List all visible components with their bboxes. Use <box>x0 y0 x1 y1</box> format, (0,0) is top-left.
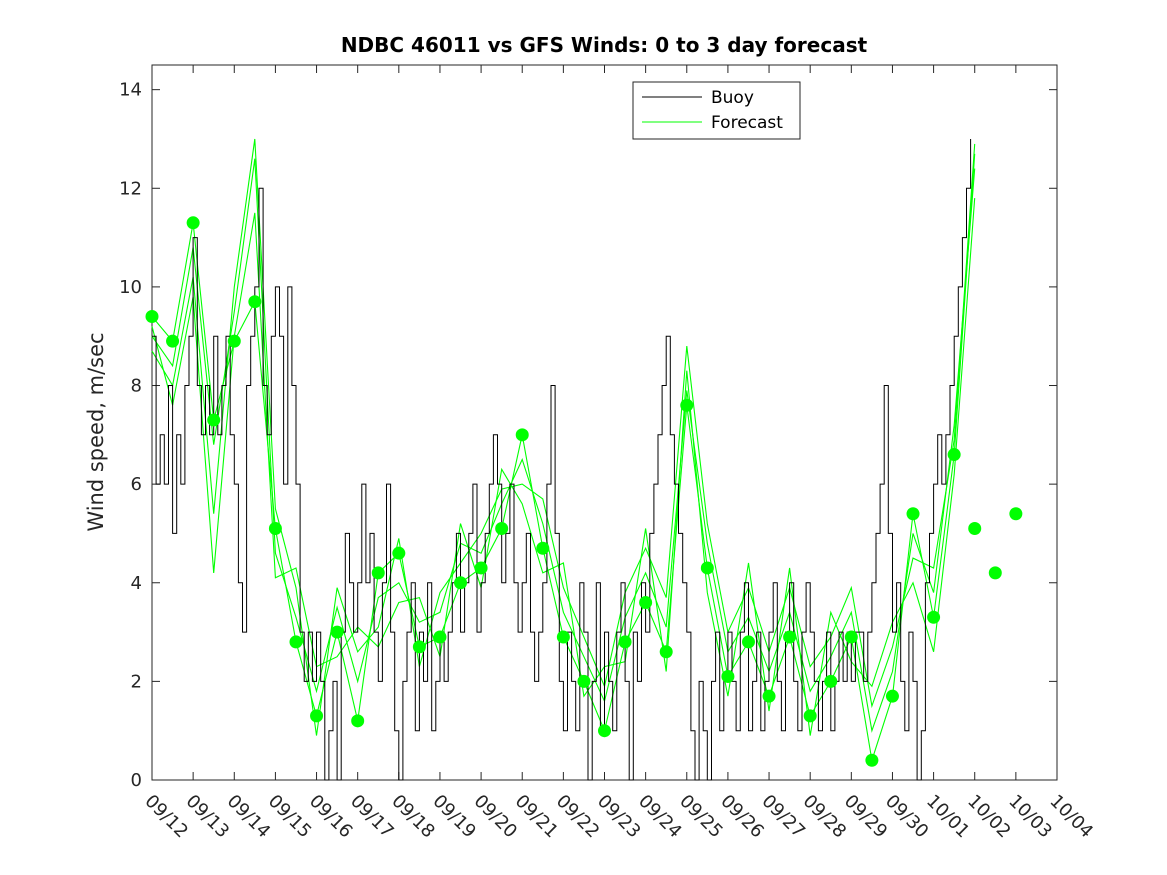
forecast-marker <box>659 645 673 659</box>
y-tick-label: 10 <box>119 277 142 298</box>
y-tick-label: 4 <box>131 573 142 594</box>
forecast-marker <box>824 674 838 688</box>
forecast-marker <box>392 546 406 560</box>
forecast-marker <box>268 522 282 536</box>
forecast-marker <box>700 561 714 575</box>
forecast-marker <box>783 630 797 644</box>
forecast-marker <box>536 541 550 555</box>
forecast-marker <box>412 640 426 654</box>
chart-title: NDBC 46011 vs GFS Winds: 0 to 3 day fore… <box>341 33 868 57</box>
forecast-marker <box>433 630 447 644</box>
y-tick-label: 8 <box>131 376 142 397</box>
forecast-marker <box>721 669 735 683</box>
forecast-marker <box>741 635 755 649</box>
forecast-marker <box>927 610 941 624</box>
forecast-marker <box>803 709 817 723</box>
forecast-marker <box>351 714 365 728</box>
forecast-marker <box>598 724 611 738</box>
legend-label-buoy: Buoy <box>711 88 754 108</box>
y-tick-label: 14 <box>119 80 142 101</box>
forecast-line-1 <box>151 158 976 733</box>
forecast-marker <box>639 595 653 609</box>
forecast-marker <box>289 635 303 649</box>
legend-label-forecast: Forecast <box>711 113 783 133</box>
forecast-marker <box>145 309 159 323</box>
forecast-marker <box>988 566 1002 580</box>
y-tick-label: 12 <box>119 178 142 199</box>
forecast-marker <box>515 428 529 442</box>
y-tick-label: 0 <box>131 770 142 791</box>
forecast-marker <box>885 689 899 703</box>
forecast-marker <box>454 576 468 590</box>
forecast-marker <box>947 448 961 462</box>
forecast-marker <box>762 689 776 703</box>
forecast-marker <box>495 522 509 536</box>
forecast-line-3 <box>151 198 976 736</box>
forecast-marker <box>865 753 879 767</box>
forecast-marker <box>680 398 694 412</box>
y-axis-label: Wind speed, m/sec <box>84 332 108 531</box>
legend: Buoy Forecast <box>632 81 801 140</box>
y-tick-label: 2 <box>131 671 142 692</box>
forecast-marker <box>844 630 858 644</box>
forecast-marker <box>207 413 221 427</box>
forecast-marker <box>330 625 344 639</box>
forecast-marker <box>577 674 591 688</box>
forecast-marker <box>618 635 632 649</box>
forecast-marker <box>227 334 241 348</box>
forecast-marker <box>248 295 262 309</box>
forecast-marker <box>186 216 200 230</box>
forecast-marker <box>968 522 982 536</box>
forecast-marker <box>310 709 324 723</box>
forecast-marker <box>1009 507 1023 521</box>
forecast-marker <box>474 561 488 575</box>
forecast-marker <box>371 566 385 580</box>
forecast-marker <box>556 630 570 644</box>
y-tick-label: 6 <box>131 474 142 495</box>
forecast-marker <box>166 334 180 348</box>
buoy-line <box>152 139 972 781</box>
forecast-marker <box>906 507 920 521</box>
legend-box <box>632 81 801 140</box>
forecast-line-2 <box>151 138 976 736</box>
